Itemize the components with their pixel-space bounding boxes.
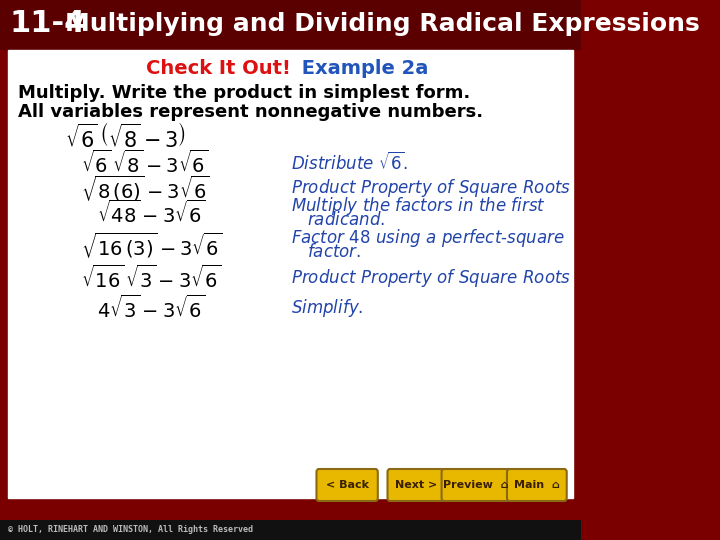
Text: Multiply. Write the product in simplest form.: Multiply. Write the product in simplest … xyxy=(18,84,470,102)
Text: $\mathit{Factor\ 48\ using\ a\ perfect\text{-}square}$: $\mathit{Factor\ 48\ using\ a\ perfect\t… xyxy=(291,227,564,249)
Text: Check It Out!: Check It Out! xyxy=(145,58,291,78)
Text: Next >: Next > xyxy=(395,480,437,490)
Text: < Back: < Back xyxy=(325,480,369,490)
Text: $\mathit{Simplify.}$: $\mathit{Simplify.}$ xyxy=(291,297,363,319)
FancyBboxPatch shape xyxy=(507,469,567,501)
Text: $\sqrt{16\,(3)}-3\sqrt{6}$: $\sqrt{16\,(3)}-3\sqrt{6}$ xyxy=(81,230,222,260)
FancyBboxPatch shape xyxy=(317,469,378,501)
Text: Example 2a: Example 2a xyxy=(294,58,428,78)
Text: $\mathit{factor.}$: $\mathit{factor.}$ xyxy=(307,243,361,261)
Text: Main  ⌂: Main ⌂ xyxy=(514,480,559,490)
Text: © HOLT, RINEHART AND WINSTON, All Rights Reserved: © HOLT, RINEHART AND WINSTON, All Rights… xyxy=(8,525,253,535)
Text: Preview  ⌂: Preview ⌂ xyxy=(444,480,509,490)
Text: $\mathit{Product\ Property\ of\ Square\ Roots}$: $\mathit{Product\ Property\ of\ Square\ … xyxy=(291,267,571,289)
Text: $\sqrt{48}-3\sqrt{6}$: $\sqrt{48}-3\sqrt{6}$ xyxy=(97,199,205,227)
Text: $\sqrt{16}\,\sqrt{3}-3\sqrt{6}$: $\sqrt{16}\,\sqrt{3}-3\sqrt{6}$ xyxy=(81,265,221,292)
Text: $4\sqrt{3}-3\sqrt{6}$: $4\sqrt{3}-3\sqrt{6}$ xyxy=(97,294,205,322)
FancyBboxPatch shape xyxy=(8,50,573,498)
FancyBboxPatch shape xyxy=(0,0,581,50)
Text: $\mathit{Distribute}\ \sqrt{6}.$: $\mathit{Distribute}\ \sqrt{6}.$ xyxy=(291,152,408,174)
Text: $\sqrt{8\,(6)}-3\sqrt{6}$: $\sqrt{8\,(6)}-3\sqrt{6}$ xyxy=(81,173,210,203)
Text: $\mathit{Multiply\ the\ factors\ in\ the\ first}$: $\mathit{Multiply\ the\ factors\ in\ the… xyxy=(291,195,545,217)
Text: All variables represent nonnegative numbers.: All variables represent nonnegative numb… xyxy=(18,103,483,121)
FancyBboxPatch shape xyxy=(441,469,511,501)
Text: Multiplying and Dividing Radical Expressions: Multiplying and Dividing Radical Express… xyxy=(65,12,699,36)
Text: $\sqrt{6}\,\sqrt{8}-3\sqrt{6}$: $\sqrt{6}\,\sqrt{8}-3\sqrt{6}$ xyxy=(81,150,209,177)
Bar xyxy=(0,520,581,540)
Text: $\mathit{radicand.}$: $\mathit{radicand.}$ xyxy=(307,211,385,229)
Text: $\mathit{Product\ Property\ of\ Square\ Roots}$: $\mathit{Product\ Property\ of\ Square\ … xyxy=(291,177,571,199)
Text: $\sqrt{6}\,\left(\sqrt{8}-3\right)$: $\sqrt{6}\,\left(\sqrt{8}-3\right)$ xyxy=(65,123,186,152)
FancyBboxPatch shape xyxy=(387,469,445,501)
Text: 11-4: 11-4 xyxy=(9,10,86,38)
